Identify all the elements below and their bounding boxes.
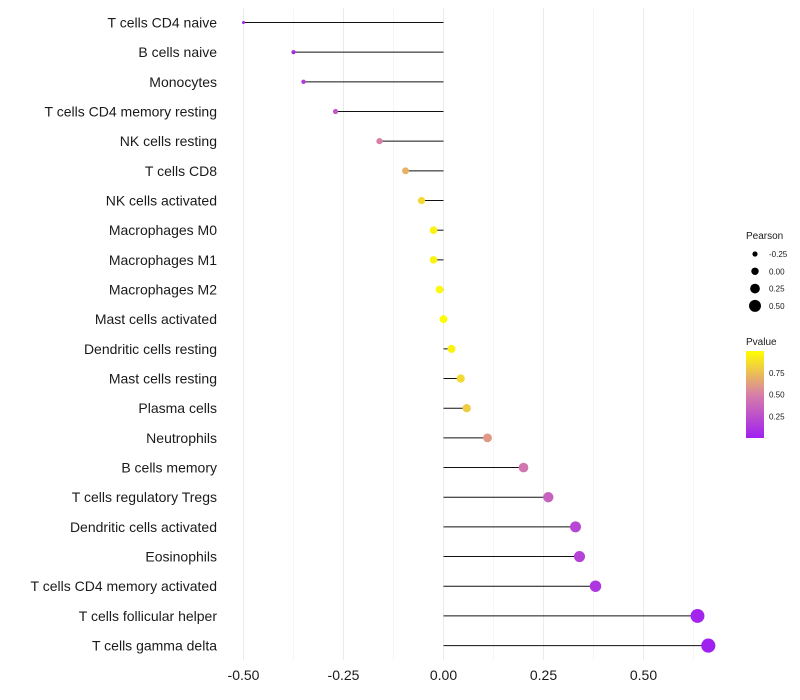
category-label: B cells memory [121, 460, 217, 476]
category-label: B cells naive [138, 44, 217, 60]
lollipop-point [701, 638, 716, 653]
x-tick-label: -0.25 [328, 667, 360, 683]
grid-layer [243, 8, 694, 660]
category-label: T cells CD4 memory activated [31, 578, 217, 594]
category-label: Mast cells resting [109, 371, 217, 387]
lollipop-point [462, 404, 471, 413]
x-tick-label: 0.50 [630, 667, 657, 683]
category-label: Macrophages M2 [109, 282, 217, 298]
lollipop-point [402, 167, 409, 175]
color-legend-bar [746, 351, 764, 438]
category-label: T cells gamma delta [92, 638, 217, 654]
color-legend-label: 0.25 [769, 412, 785, 421]
category-label: Macrophages M0 [109, 222, 217, 238]
category-label: T cells regulatory Tregs [72, 489, 217, 505]
stem-layer [243, 22, 709, 647]
lollipop-point [332, 108, 339, 115]
lollipop-point [543, 492, 554, 503]
size-legend-key [750, 283, 760, 294]
lollipop-point [690, 608, 705, 623]
lollipop-point [417, 196, 426, 205]
category-label: Dendritic cells resting [84, 341, 217, 357]
category-label: NK cells activated [106, 193, 217, 209]
category-label: Monocytes [149, 74, 217, 90]
lollipop-point [483, 433, 492, 443]
lollipop-point [518, 462, 529, 473]
category-label: Mast cells activated [95, 311, 217, 327]
lollipop-point [447, 344, 456, 353]
category-label: T cells CD4 memory resting [45, 104, 217, 120]
lollipop-point [291, 50, 296, 55]
size-legend-label: 0.00 [769, 267, 785, 276]
category-label: Plasma cells [138, 400, 217, 416]
category-label: Macrophages M1 [109, 252, 217, 268]
size-legend-label: 0.25 [769, 285, 785, 294]
category-label: Dendritic cells activated [70, 519, 217, 535]
lollipop-point [301, 79, 306, 85]
lollipop-point [589, 580, 602, 592]
category-label: T cells CD8 [145, 163, 217, 179]
size-legend-key [752, 251, 758, 257]
size-legend-label: -0.25 [769, 250, 788, 259]
lollipop-point [242, 21, 245, 24]
x-axis-ticks: -0.50 -0.25 0.00 0.25 0.50 [228, 667, 658, 683]
pvalue-color-legend: Pvalue 0.75 0.50 0.25 [746, 337, 785, 438]
size-legend-key [749, 299, 761, 312]
color-legend-title: Pvalue [746, 337, 777, 348]
lollipop-point [570, 521, 581, 533]
lollipop-point [376, 138, 383, 145]
lollipop-point [435, 285, 444, 294]
category-label: NK cells resting [120, 133, 217, 149]
pearson-size-legend: Pearson -0.25 0.00 0.25 0.50 [746, 231, 788, 312]
lollipop-point [429, 256, 438, 264]
category-label: T cells follicular helper [79, 608, 218, 624]
category-label: Neutrophils [146, 430, 217, 446]
color-legend-label: 0.75 [769, 369, 785, 378]
x-tick-label: 0.00 [430, 667, 457, 683]
category-label: T cells CD4 naive [108, 15, 218, 31]
size-legend-key [751, 267, 759, 276]
size-legend-label: 0.50 [769, 302, 785, 311]
lollipop-point [456, 374, 465, 383]
lollipop-point [439, 315, 448, 324]
category-label: Eosinophils [145, 549, 217, 565]
size-legend-title: Pearson [746, 231, 783, 242]
x-tick-label: -0.50 [228, 667, 260, 683]
lollipop-point [573, 551, 586, 563]
color-legend-label: 0.50 [769, 391, 785, 400]
point-layer [242, 21, 716, 653]
category-labels: T cells CD4 naive B cells naive Monocytes T… [31, 15, 218, 654]
lollipop-point [429, 226, 438, 234]
x-tick-label: 0.25 [530, 667, 557, 683]
